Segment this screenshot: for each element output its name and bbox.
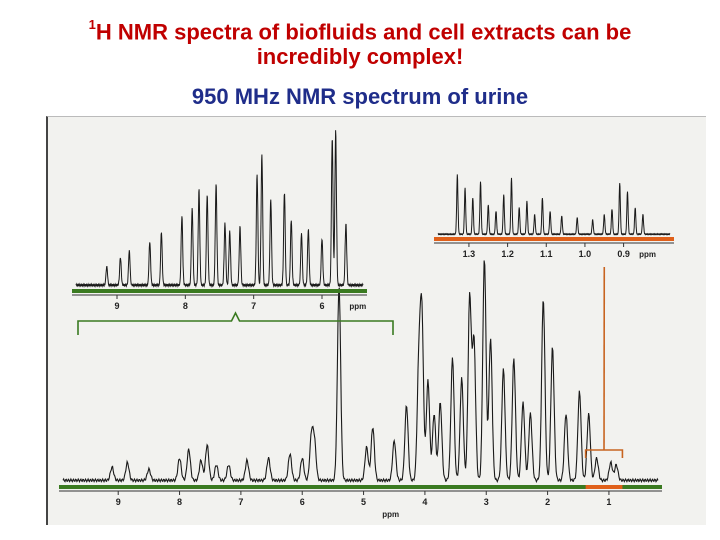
axis-bar-0 [59,485,662,489]
tick-label-2-2: 1.1 [540,249,553,259]
tick-label-0-8: 1 [606,497,611,507]
tick-label-0-5: 4 [422,497,427,507]
tick-label-2-1: 1.2 [501,249,514,259]
tick-label-2-0: 1.3 [463,249,476,259]
tick-label-1-2: 7 [251,301,256,311]
tick-label-2-4: 0.9 [617,249,630,259]
title-line-1-text: H NMR spectra of biofluids and cell extr… [95,19,632,45]
tick-label-0-0: 9 [116,497,121,507]
title-line-3: 950 MHz NMR spectrum of urine [191,84,529,109]
nmr-spectrum-chart: 9 8 7 6 5 4 3 2 1 9 8 7 6 1.3 1.2 1.1 1.0 0.9 ppm ppm ppm [59,130,674,519]
tick-label-0-1: 8 [177,497,182,507]
tick-label-0-3: 6 [300,497,305,507]
title-line-1: 1H NMR spectra of biofluids and cell ext… [0,12,720,47]
title-line-2: incredibly complex! [256,44,464,69]
axis-bar-2 [434,237,674,241]
inset-aliphatic-xlabel: ppm [639,250,656,259]
tick-label-0-6: 3 [484,497,489,507]
inset-aromatic-xlabel: ppm [349,302,366,311]
tick-label-0-4: 5 [361,497,366,507]
tick-label-1-3: 6 [319,301,324,311]
spectrum-trace-0 [62,260,659,484]
spectrum-panel: 9 8 7 6 5 4 3 2 1 9 8 7 6 1.3 1.2 1.1 1.0 0.9 ppm ppm ppm [46,116,706,525]
spectrum-trace-1 [75,130,364,289]
title-superscript: 1 [88,17,96,32]
tick-label-1-0: 9 [114,301,119,311]
tick-label-0-2: 7 [238,497,243,507]
axis-bar-1 [72,289,367,293]
tick-label-1-1: 8 [183,301,188,311]
spectrum-trace-2 [437,174,671,236]
aliphatic-axis-highlight [585,485,623,489]
main-xlabel: ppm [382,510,399,519]
tick-label-0-7: 2 [545,497,550,507]
aromatic-region-bracket [77,311,394,335]
tick-label-2-3: 1.0 [579,249,592,259]
